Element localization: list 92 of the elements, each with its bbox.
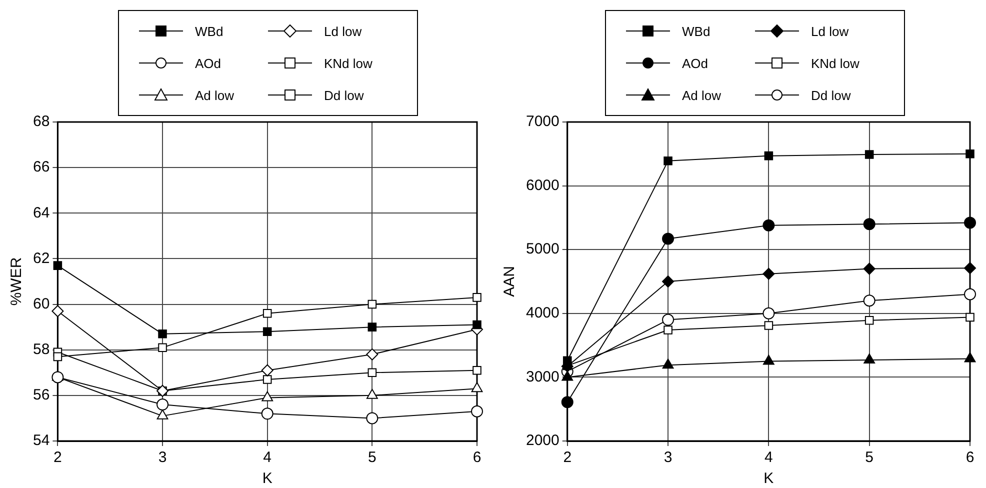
point xyxy=(964,262,976,274)
point xyxy=(662,314,674,326)
point xyxy=(662,276,674,288)
x-axis-title: K xyxy=(262,470,272,488)
y-tick-label: 56 xyxy=(32,386,50,404)
legend-label: Ld low xyxy=(324,24,362,38)
legend-label: AOd xyxy=(682,56,708,70)
x-tick-label: 2 xyxy=(54,449,62,466)
y-tick-label: 4000 xyxy=(526,304,560,322)
y-tick-label: 6000 xyxy=(526,176,560,194)
point xyxy=(156,398,169,411)
point xyxy=(262,375,272,384)
y-tick-label: 66 xyxy=(32,158,50,176)
y-tick-label: 58 xyxy=(32,341,50,358)
point xyxy=(762,354,774,365)
x-tick-label: 6 xyxy=(472,449,482,466)
point xyxy=(366,412,378,424)
x-tick-label: 4 xyxy=(263,449,272,466)
point xyxy=(966,312,974,322)
point xyxy=(762,219,775,232)
point xyxy=(156,409,168,420)
point xyxy=(366,388,378,399)
y-tick-label: 64 xyxy=(32,204,50,222)
point xyxy=(158,343,167,352)
point xyxy=(762,307,775,320)
point xyxy=(964,216,976,229)
y-axis-title: AAN xyxy=(501,266,518,297)
x-tick-label: 2 xyxy=(563,449,572,466)
point xyxy=(366,348,378,360)
point xyxy=(662,232,674,245)
point xyxy=(261,364,274,376)
legend-label: Dd low xyxy=(811,88,851,102)
point xyxy=(262,391,274,402)
point xyxy=(561,396,574,408)
point xyxy=(964,352,976,362)
point xyxy=(261,408,274,420)
point xyxy=(471,405,483,418)
point xyxy=(52,305,64,318)
y-tick-label: 5000 xyxy=(526,240,560,258)
point xyxy=(864,353,876,364)
point xyxy=(764,151,774,160)
y-tick-label: 62 xyxy=(32,250,50,267)
point xyxy=(863,294,876,307)
legend-label: WBd xyxy=(682,24,710,38)
point xyxy=(964,288,976,300)
point xyxy=(262,327,272,336)
y-tick-label: 54 xyxy=(32,432,50,450)
point xyxy=(472,293,482,302)
y-tick-label: 2000 xyxy=(526,432,560,450)
point xyxy=(471,382,483,392)
y-tick-label: 60 xyxy=(32,295,50,312)
point xyxy=(562,370,574,381)
legend-label: AOd xyxy=(195,56,222,70)
legend-label: KNd low xyxy=(811,56,860,70)
x-axis-title: K xyxy=(764,470,774,488)
point xyxy=(863,262,876,275)
point xyxy=(662,358,674,369)
legend-label: KNd low xyxy=(324,56,372,70)
point xyxy=(368,368,377,378)
point xyxy=(472,320,482,330)
point xyxy=(52,371,64,384)
y-tick-label: 3000 xyxy=(526,368,560,386)
x-tick-label: 3 xyxy=(158,449,167,466)
point xyxy=(664,156,672,166)
point xyxy=(53,352,62,362)
x-tick-label: 3 xyxy=(664,449,672,466)
x-tick-label: 4 xyxy=(764,449,773,466)
point xyxy=(262,309,272,318)
point xyxy=(472,366,482,375)
y-tick-label: 68 xyxy=(32,113,50,130)
point xyxy=(368,322,377,332)
point xyxy=(864,150,874,159)
legend-label: Dd low xyxy=(324,88,364,102)
point xyxy=(864,316,874,325)
legend-label: Ld low xyxy=(811,24,849,38)
legend-label: Ad low xyxy=(195,88,234,102)
x-tick-label: 5 xyxy=(865,449,874,466)
point xyxy=(863,218,876,230)
x-tick-label: 6 xyxy=(966,449,974,466)
legend-label: WBd xyxy=(195,24,224,38)
point xyxy=(664,326,672,334)
point xyxy=(966,150,974,158)
x-tick-label: 5 xyxy=(368,449,376,466)
point xyxy=(562,356,572,365)
point xyxy=(158,330,167,338)
y-axis-title: %WER xyxy=(8,257,26,306)
point xyxy=(764,321,774,330)
point xyxy=(368,300,377,309)
point xyxy=(762,268,775,280)
legend-label: Ad low xyxy=(682,88,722,102)
point xyxy=(53,261,62,270)
y-tick-label: 7000 xyxy=(526,113,560,130)
